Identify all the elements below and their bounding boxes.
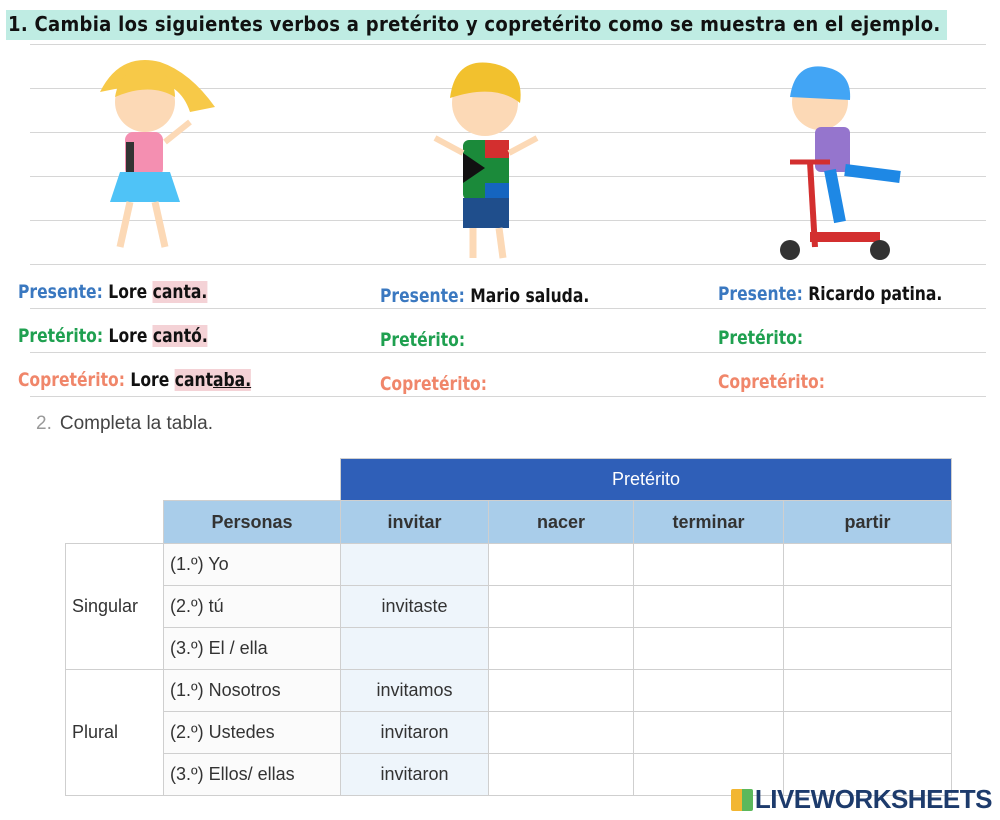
answer-cell[interactable] (633, 627, 784, 670)
boy-waving-illustration (433, 62, 539, 259)
exercise-title: 1. Cambia los siguientes verbos a pretér… (6, 10, 947, 40)
table-row: (2.º) Ustedes invitaron (66, 711, 952, 754)
conjugation-table: Pretérito Personas invitar nacer termina… (65, 458, 952, 796)
example-1-preterito: Pretérito: Lore cantó. (18, 325, 208, 347)
answer-cell[interactable] (633, 753, 784, 796)
example-3-preterito[interactable]: Pretérito: (718, 327, 804, 349)
column-header: terminar (633, 500, 784, 544)
answer-cell[interactable] (783, 585, 952, 628)
answer-cell[interactable] (633, 711, 784, 754)
persona-cell: (1.º) Nosotros (163, 669, 341, 712)
boy-scooter-illustration (780, 66, 901, 260)
table-row: (2.º) tú invitaste (66, 585, 952, 628)
answer-cell: invitaron (340, 753, 489, 796)
column-header: Personas (163, 500, 341, 544)
example-3-copreterito[interactable]: Copretérito: (718, 371, 825, 393)
answer-cell: invitaste (340, 585, 489, 628)
persona-cell: (2.º) Ustedes (163, 711, 341, 754)
answer-cell: invitamos (340, 669, 489, 712)
persona-cell: (3.º) Ellos/ ellas (163, 753, 341, 796)
example-2-preterito[interactable]: Pretérito: (380, 329, 466, 351)
answer-cell[interactable] (633, 669, 784, 712)
answer-cell: invitaron (340, 711, 489, 754)
example-2-copreterito[interactable]: Copretérito: (380, 373, 487, 395)
example-1-copreterito: Copretérito: Lore cantaba. (18, 369, 252, 391)
column-header: partir (783, 500, 952, 544)
answer-cell[interactable] (488, 585, 634, 628)
logo-icon (730, 789, 753, 811)
example-1-presente: Presente: Lore canta. (18, 281, 208, 303)
persona-cell: (1.º) Yo (163, 543, 341, 586)
group-label: Plural (65, 669, 164, 796)
table-row: Plural (1.º) Nosotros invitamos (65, 669, 952, 796)
answer-cell[interactable] (488, 627, 634, 670)
girl-singing-illustration (100, 60, 215, 248)
answer-cell[interactable] (633, 543, 784, 586)
liveworksheets-logo: LIVEWORKSHEETS (730, 784, 993, 815)
table-row: Singular (1.º) Yo (65, 543, 952, 670)
table-row: (3.º) El / ella (66, 627, 952, 670)
preterito-header: Pretérito (340, 458, 952, 501)
answer-cell[interactable] (488, 711, 634, 754)
exercise-2-heading: 2. Completa la tabla. (36, 413, 214, 434)
answer-cell[interactable] (340, 543, 489, 586)
answer-cell[interactable] (488, 753, 634, 796)
persona-cell: (3.º) El / ella (163, 627, 341, 670)
answer-cell[interactable] (783, 669, 952, 712)
answer-cell[interactable] (633, 585, 784, 628)
persona-cell: (2.º) tú (163, 585, 341, 628)
table-row: (3.º) Ellos/ ellas invitaron (66, 753, 952, 796)
answer-cell[interactable] (783, 627, 952, 670)
answer-cell[interactable] (783, 543, 952, 586)
column-header: nacer (488, 500, 634, 544)
answer-cell[interactable] (488, 669, 634, 712)
example-3-presente: Presente: Ricardo patina. (718, 283, 943, 305)
answer-cell[interactable] (340, 627, 489, 670)
column-header: invitar (340, 500, 489, 544)
example-2-presente: Presente: Mario saluda. (380, 285, 590, 307)
group-label: Singular (65, 543, 164, 670)
answer-cell[interactable] (783, 711, 952, 754)
answer-cell[interactable] (783, 753, 952, 796)
answer-cell[interactable] (488, 543, 634, 586)
